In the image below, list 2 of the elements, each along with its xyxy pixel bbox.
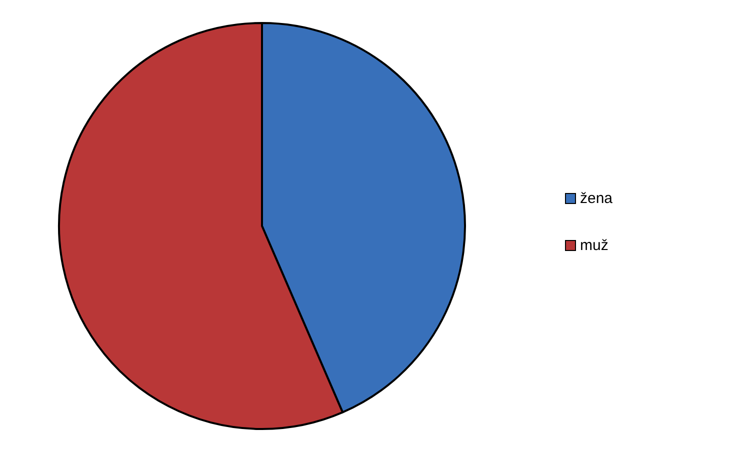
legend-label: žena <box>580 190 613 206</box>
legend-label: muž <box>580 236 608 254</box>
